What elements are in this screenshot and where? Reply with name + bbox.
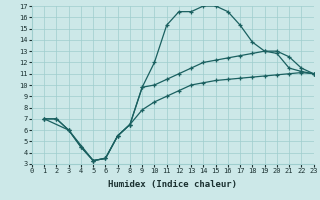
X-axis label: Humidex (Indice chaleur): Humidex (Indice chaleur) (108, 180, 237, 189)
